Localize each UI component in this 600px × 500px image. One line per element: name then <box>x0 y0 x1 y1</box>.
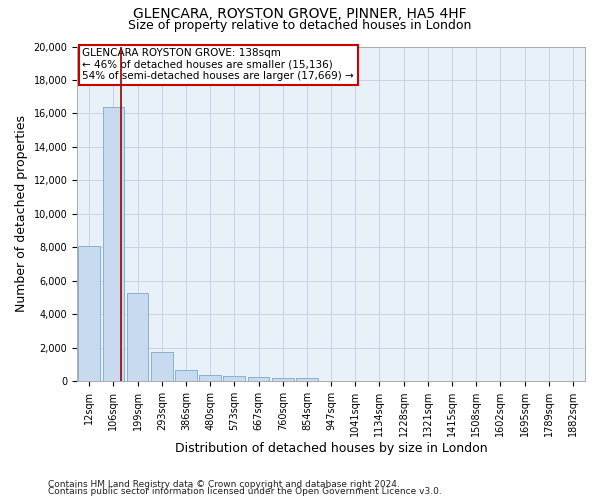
Bar <box>199 375 221 381</box>
Text: GLENCARA, ROYSTON GROVE, PINNER, HA5 4HF: GLENCARA, ROYSTON GROVE, PINNER, HA5 4HF <box>133 8 467 22</box>
Bar <box>296 378 318 381</box>
Bar <box>151 352 173 381</box>
Text: Size of property relative to detached houses in London: Size of property relative to detached ho… <box>128 19 472 32</box>
Text: Contains HM Land Registry data © Crown copyright and database right 2024.: Contains HM Land Registry data © Crown c… <box>48 480 400 489</box>
Text: GLENCARA ROYSTON GROVE: 138sqm
← 46% of detached houses are smaller (15,136)
54%: GLENCARA ROYSTON GROVE: 138sqm ← 46% of … <box>82 48 354 82</box>
Bar <box>272 378 293 381</box>
Bar <box>175 370 197 381</box>
Bar <box>248 378 269 381</box>
Y-axis label: Number of detached properties: Number of detached properties <box>15 116 28 312</box>
X-axis label: Distribution of detached houses by size in London: Distribution of detached houses by size … <box>175 442 487 455</box>
Text: Contains public sector information licensed under the Open Government Licence v3: Contains public sector information licen… <box>48 487 442 496</box>
Bar <box>223 376 245 381</box>
Bar <box>103 107 124 381</box>
Bar <box>127 292 148 381</box>
Bar <box>79 246 100 381</box>
